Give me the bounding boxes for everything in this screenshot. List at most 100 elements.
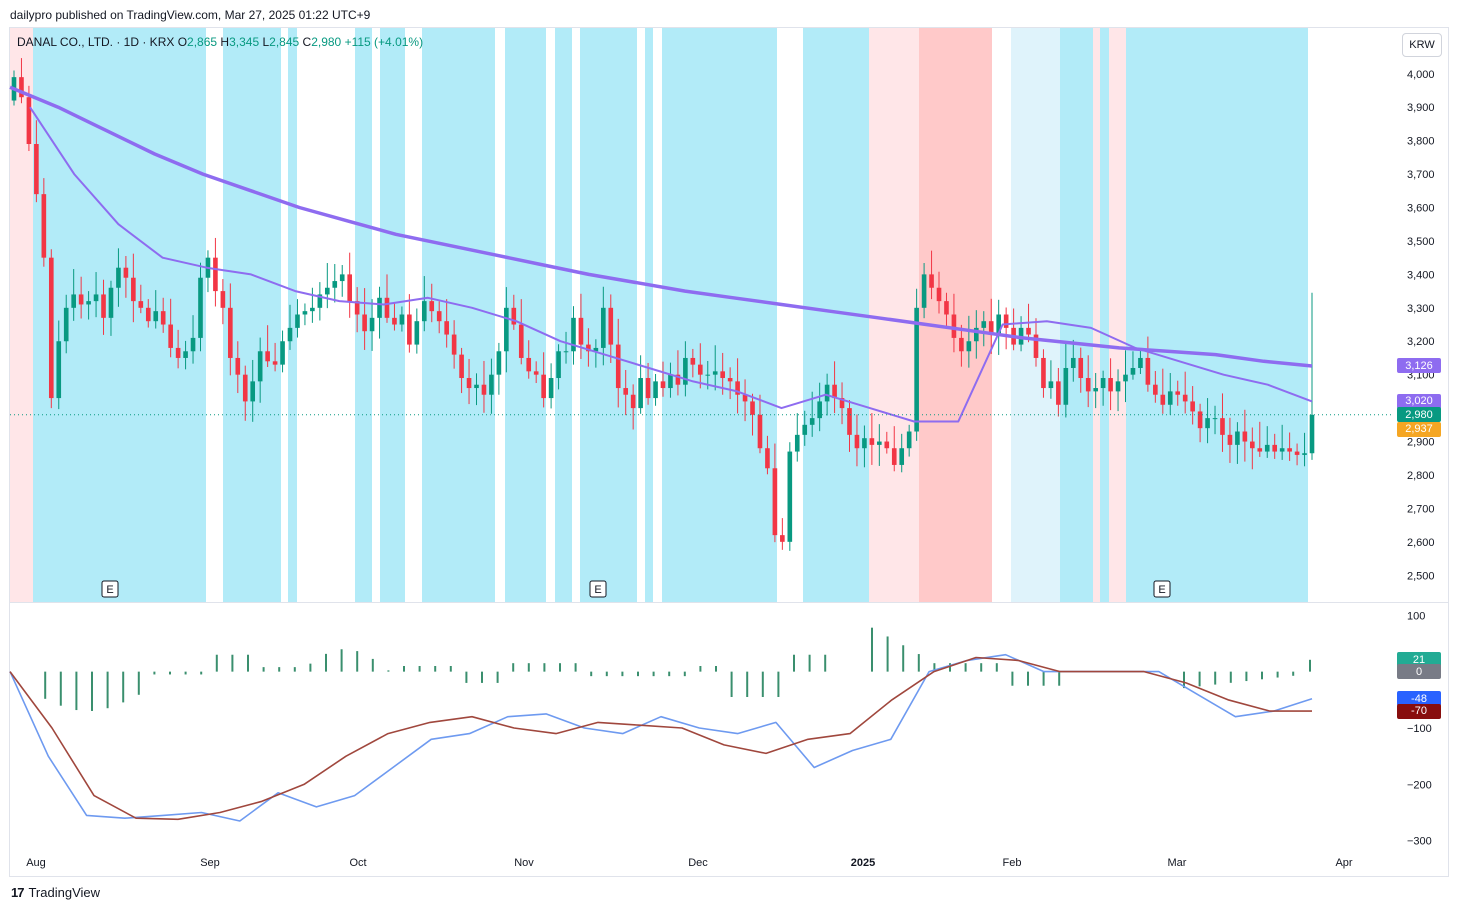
candle-body bbox=[444, 321, 449, 335]
candle bbox=[1205, 398, 1210, 444]
candle bbox=[526, 340, 532, 379]
candle-body bbox=[705, 374, 711, 376]
candle-body bbox=[824, 384, 830, 402]
signal-band bbox=[1126, 28, 1308, 602]
candle bbox=[242, 365, 248, 421]
candle bbox=[138, 284, 144, 314]
macd-tag: -70 bbox=[1397, 703, 1441, 719]
candle-body bbox=[362, 314, 367, 332]
candle bbox=[116, 248, 121, 307]
signal-band bbox=[1060, 28, 1093, 602]
earnings-box bbox=[1153, 580, 1171, 598]
candle-body bbox=[317, 294, 323, 308]
candle bbox=[914, 288, 919, 441]
candle-body bbox=[1279, 448, 1285, 452]
candle bbox=[280, 330, 285, 373]
candle bbox=[56, 320, 62, 410]
macd-tick-label: −100 bbox=[1407, 723, 1432, 735]
candle-body bbox=[1167, 391, 1173, 405]
signal-band bbox=[223, 28, 281, 602]
candle-body bbox=[817, 401, 822, 419]
candle-body bbox=[489, 374, 494, 395]
candle-body bbox=[1309, 414, 1315, 454]
close-value: 2,980 bbox=[311, 35, 342, 49]
candle bbox=[429, 283, 435, 323]
candle bbox=[884, 431, 890, 454]
signal-band bbox=[869, 28, 919, 602]
candle bbox=[765, 435, 770, 475]
candle bbox=[41, 178, 47, 267]
candle-body bbox=[41, 194, 47, 258]
candle-body bbox=[377, 297, 382, 318]
candle bbox=[683, 341, 688, 397]
candle bbox=[287, 304, 293, 350]
open-value: 2,865 bbox=[187, 35, 218, 49]
candle bbox=[101, 279, 106, 335]
candle bbox=[944, 292, 949, 328]
candle bbox=[1041, 349, 1046, 398]
footer-branding[interactable]: 17 TradingView bbox=[11, 885, 100, 900]
signal-band bbox=[1093, 28, 1100, 602]
currency-button[interactable]: KRW bbox=[1402, 33, 1442, 57]
candle bbox=[1212, 405, 1218, 435]
ma-long-line bbox=[9, 85, 1313, 368]
candle-body bbox=[973, 327, 979, 342]
time-tick-label: Mar bbox=[1168, 857, 1187, 869]
candle bbox=[742, 379, 748, 422]
candle bbox=[645, 362, 651, 405]
candle-body bbox=[414, 321, 420, 345]
candle bbox=[735, 358, 740, 414]
macd-line bbox=[9, 653, 1313, 822]
macd-tag: 0 bbox=[1397, 664, 1441, 680]
candle-body bbox=[93, 294, 99, 302]
candle bbox=[1160, 368, 1166, 414]
candle-body bbox=[750, 401, 755, 415]
candle bbox=[1078, 347, 1084, 393]
candle bbox=[1070, 339, 1076, 382]
candle bbox=[1302, 432, 1307, 467]
candle-body bbox=[787, 451, 793, 542]
candle-body bbox=[198, 277, 203, 338]
candle-body bbox=[265, 351, 270, 362]
candle-body bbox=[697, 364, 703, 375]
candle bbox=[1123, 350, 1128, 403]
candle bbox=[1197, 403, 1203, 443]
candle-body bbox=[1227, 434, 1233, 445]
candle-body bbox=[690, 357, 696, 365]
candle-body bbox=[794, 434, 800, 452]
candle-body bbox=[228, 307, 233, 358]
candle bbox=[929, 250, 934, 300]
candle bbox=[34, 120, 39, 203]
candle bbox=[1272, 433, 1278, 459]
candle bbox=[973, 310, 979, 359]
candle bbox=[556, 344, 561, 390]
candle-body bbox=[854, 434, 860, 449]
earnings-box bbox=[101, 580, 119, 598]
candle bbox=[966, 315, 972, 368]
candle bbox=[1309, 292, 1315, 460]
candle-body bbox=[369, 317, 375, 332]
candle-body bbox=[615, 344, 621, 389]
change-value: +115 (+4.01%) bbox=[344, 35, 424, 49]
candle-body bbox=[429, 301, 435, 312]
candle bbox=[608, 294, 614, 363]
candle-body bbox=[384, 297, 390, 318]
candle bbox=[1153, 370, 1158, 403]
candle bbox=[466, 358, 472, 405]
candle-body bbox=[354, 301, 360, 315]
candle-body bbox=[884, 441, 890, 449]
candle bbox=[548, 363, 554, 409]
candle bbox=[1264, 426, 1270, 458]
candle bbox=[630, 384, 636, 430]
candle bbox=[250, 359, 256, 422]
chart-frame bbox=[9, 27, 1449, 877]
candle bbox=[750, 393, 755, 436]
price-tick-label: 3,200 bbox=[1407, 336, 1435, 348]
candle-body bbox=[1048, 381, 1054, 389]
candle bbox=[593, 339, 599, 368]
candle bbox=[190, 315, 196, 364]
candle bbox=[981, 311, 987, 347]
candle-body bbox=[675, 374, 681, 385]
candle bbox=[369, 299, 375, 351]
